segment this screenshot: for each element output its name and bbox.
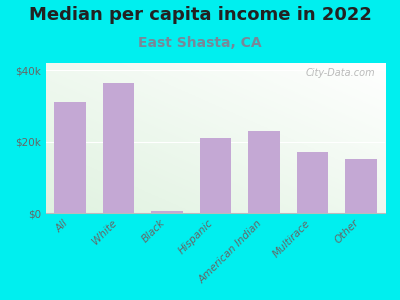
- Bar: [54, 102, 86, 213]
- Bar: [345, 160, 376, 213]
- Bar: [200, 138, 231, 213]
- Bar: [248, 131, 280, 213]
- Bar: [103, 82, 134, 213]
- Bar: [296, 152, 328, 213]
- Text: City-Data.com: City-Data.com: [305, 68, 375, 77]
- Text: East Shasta, CA: East Shasta, CA: [138, 36, 262, 50]
- Text: Median per capita income in 2022: Median per capita income in 2022: [28, 6, 372, 24]
- Bar: [151, 211, 183, 213]
